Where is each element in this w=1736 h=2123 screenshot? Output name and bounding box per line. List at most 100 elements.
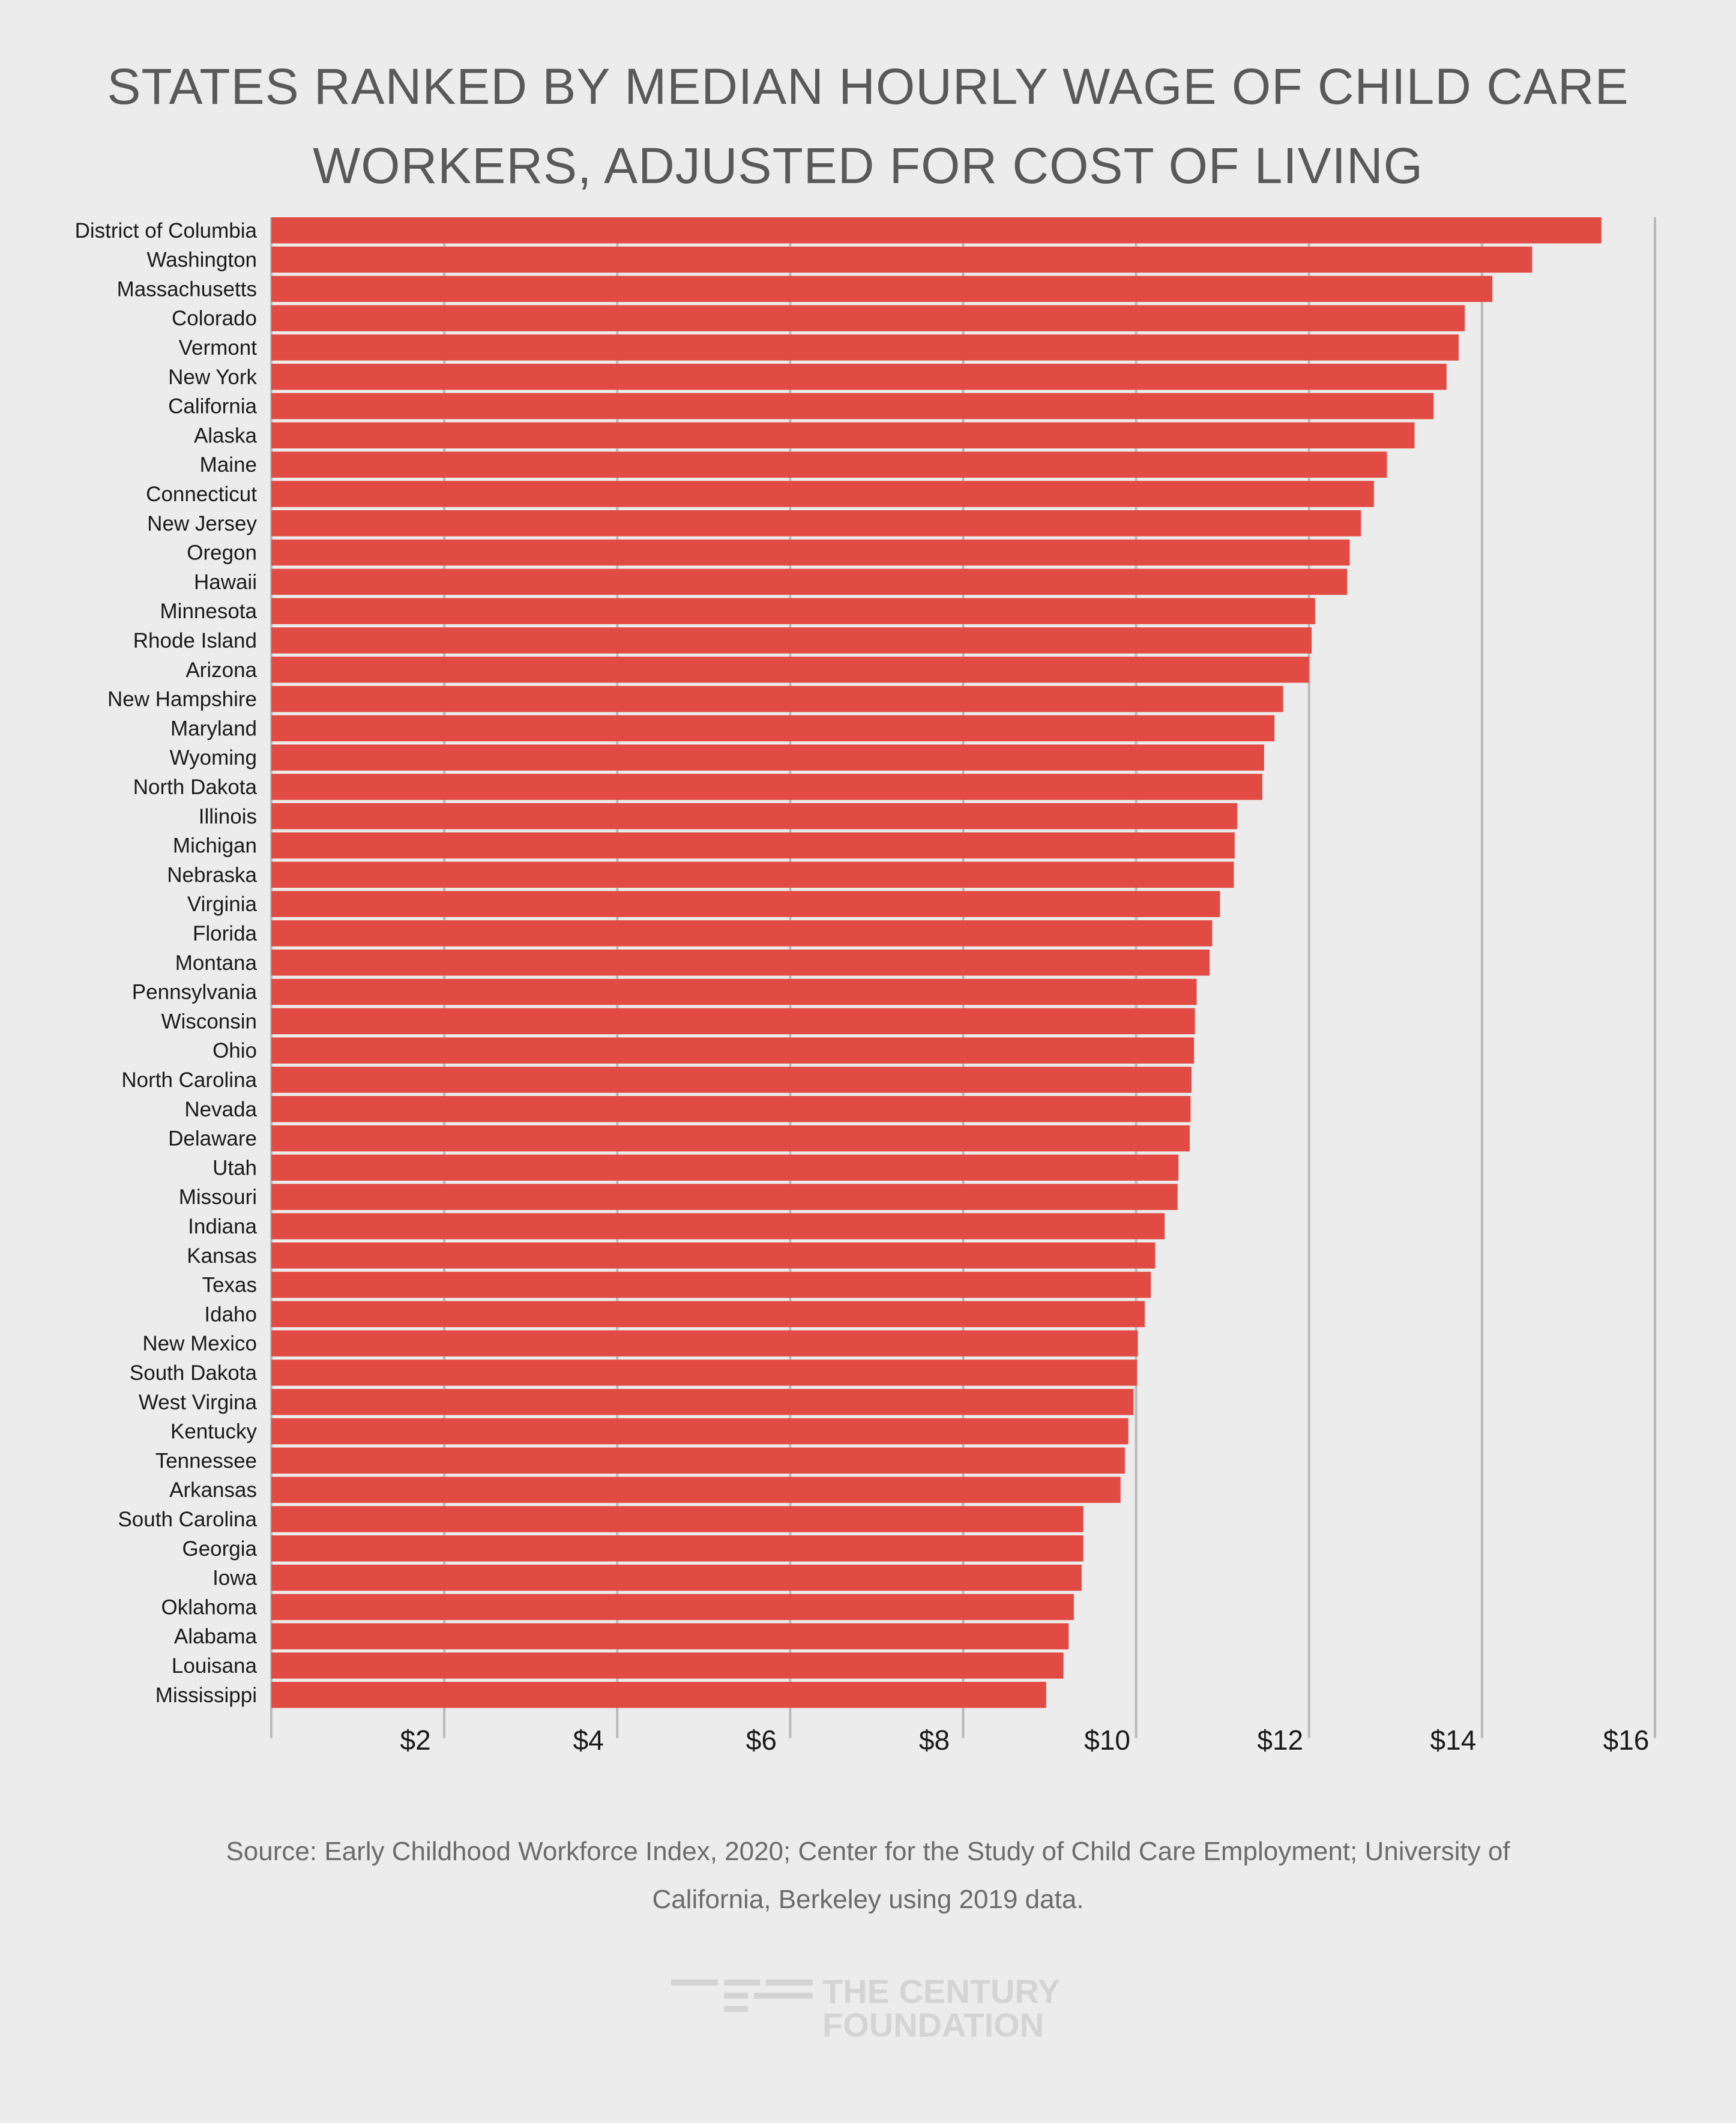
category-label: Massachusetts: [117, 277, 257, 301]
category-label: Maine: [200, 453, 257, 477]
bar: [271, 1564, 1082, 1591]
source-note: Source: Early Childhood Workforce Index,…: [0, 1828, 1736, 1924]
x-tick-label: $8: [919, 1724, 950, 1756]
bar: [271, 1682, 1046, 1708]
category-label: New Hampshire: [107, 688, 257, 711]
bar: [271, 1623, 1069, 1649]
category-label: Iowa: [212, 1567, 257, 1590]
bar: [271, 1652, 1064, 1679]
bar: [271, 1301, 1145, 1328]
bar: [271, 451, 1387, 478]
bar: [271, 1330, 1138, 1357]
category-label: New Jersey: [147, 512, 257, 535]
category-label: Vermont: [179, 336, 258, 360]
bar: [271, 217, 1602, 244]
bar: [271, 920, 1213, 947]
x-tick-label: $12: [1257, 1724, 1303, 1756]
category-label: Michigan: [173, 834, 257, 858]
bar: [271, 1447, 1125, 1474]
category-label: Wisconsin: [161, 1010, 257, 1033]
bar: [271, 774, 1262, 800]
bar: [271, 1037, 1195, 1064]
bars: [271, 217, 1602, 1708]
logo-line-2: FOUNDATION: [822, 2006, 1044, 2044]
x-tick-label: $16: [1603, 1724, 1650, 1756]
category-label: Georgia: [182, 1537, 257, 1561]
category-label: Arkansas: [169, 1478, 257, 1502]
x-tick-label: $4: [573, 1724, 604, 1756]
category-label: Delaware: [168, 1127, 257, 1151]
category-label: South Carolina: [118, 1508, 257, 1531]
bar: [271, 1477, 1121, 1503]
bar: [271, 1360, 1138, 1386]
bar: [271, 1271, 1151, 1298]
bar: [271, 510, 1361, 537]
bar: [271, 1213, 1165, 1239]
category-label: Connecticut: [146, 483, 257, 506]
bar: [271, 1125, 1190, 1152]
bar: [271, 1096, 1191, 1122]
bar: [271, 539, 1350, 566]
bar: [271, 1067, 1192, 1093]
bar: [271, 1389, 1134, 1415]
category-label: Minnesota: [160, 600, 258, 623]
category-label: West Virgina: [139, 1391, 258, 1414]
category-label: Alabama: [174, 1625, 258, 1648]
category-label: Montana: [175, 951, 258, 975]
bar: [271, 364, 1447, 390]
bar: [271, 861, 1234, 888]
bar: [271, 978, 1197, 1005]
category-label: Nevada: [184, 1098, 257, 1121]
chart-title-line-1: STATES RANKED BY MEDIAN HOURLY WAGE OF C…: [107, 58, 1629, 115]
x-axis-tick-labels: $2 $4 $6 $8 $10 $12 $14 $16: [400, 1724, 1650, 1756]
category-label: Texas: [202, 1274, 257, 1297]
x-tick-label: $14: [1430, 1724, 1477, 1756]
category-label: Florida: [193, 922, 258, 945]
logo-line-1: THE CENTURY: [822, 1972, 1061, 2010]
bar: [271, 891, 1220, 917]
bar: [271, 1154, 1179, 1181]
x-tick-label: $10: [1084, 1724, 1130, 1756]
bar: [271, 744, 1264, 771]
category-label: Louisana: [172, 1654, 258, 1678]
bar: [271, 832, 1235, 859]
category-label: Alaska: [194, 424, 258, 447]
category-label: North Dakota: [133, 775, 258, 799]
bar: [271, 568, 1348, 595]
category-label: Wyoming: [169, 746, 257, 769]
chart-title: STATES RANKED BY MEDIAN HOURLY WAGE OF C…: [0, 47, 1736, 205]
bar: [271, 1242, 1156, 1269]
bar: [271, 598, 1315, 624]
bar: [271, 685, 1283, 712]
category-label: Rhode Island: [133, 629, 257, 652]
bar: [271, 1535, 1083, 1562]
bar: [271, 276, 1493, 303]
category-label: Washington: [146, 248, 257, 272]
source-line-1: Source: Early Childhood Workforce Index,…: [226, 1837, 1510, 1866]
category-label: Nebraska: [167, 863, 257, 887]
bar: [271, 950, 1210, 976]
category-label: Tennessee: [155, 1449, 257, 1472]
bar: [271, 715, 1275, 742]
category-label: Missouri: [179, 1185, 257, 1209]
category-label: Kansas: [187, 1244, 257, 1268]
chart-title-line-2: WORKERS, ADJUSTED FOR COST OF LIVING: [313, 137, 1423, 194]
bar: [271, 422, 1415, 449]
category-label: Arizona: [185, 658, 257, 682]
bar: [271, 627, 1312, 654]
category-label: Mississippi: [155, 1684, 257, 1707]
bar: [271, 657, 1309, 683]
bar: [271, 803, 1238, 830]
x-tick-label: $2: [400, 1724, 431, 1756]
category-label: New York: [168, 366, 257, 389]
logo-wordmark: THE CENTURY FOUNDATION: [822, 1975, 1060, 2042]
bar: [271, 246, 1533, 273]
category-label: North Carolina: [121, 1068, 257, 1092]
category-label: District of Columbia: [75, 219, 258, 242]
category-label: Idaho: [204, 1302, 257, 1326]
bar-chart: District of Columbia Washington Massachuse…: [75, 217, 1656, 1756]
category-label: Illinois: [199, 805, 257, 828]
bar: [271, 393, 1434, 420]
bar: [271, 334, 1459, 361]
source-line-2: California, Berkeley using 2019 data.: [652, 1885, 1084, 1914]
